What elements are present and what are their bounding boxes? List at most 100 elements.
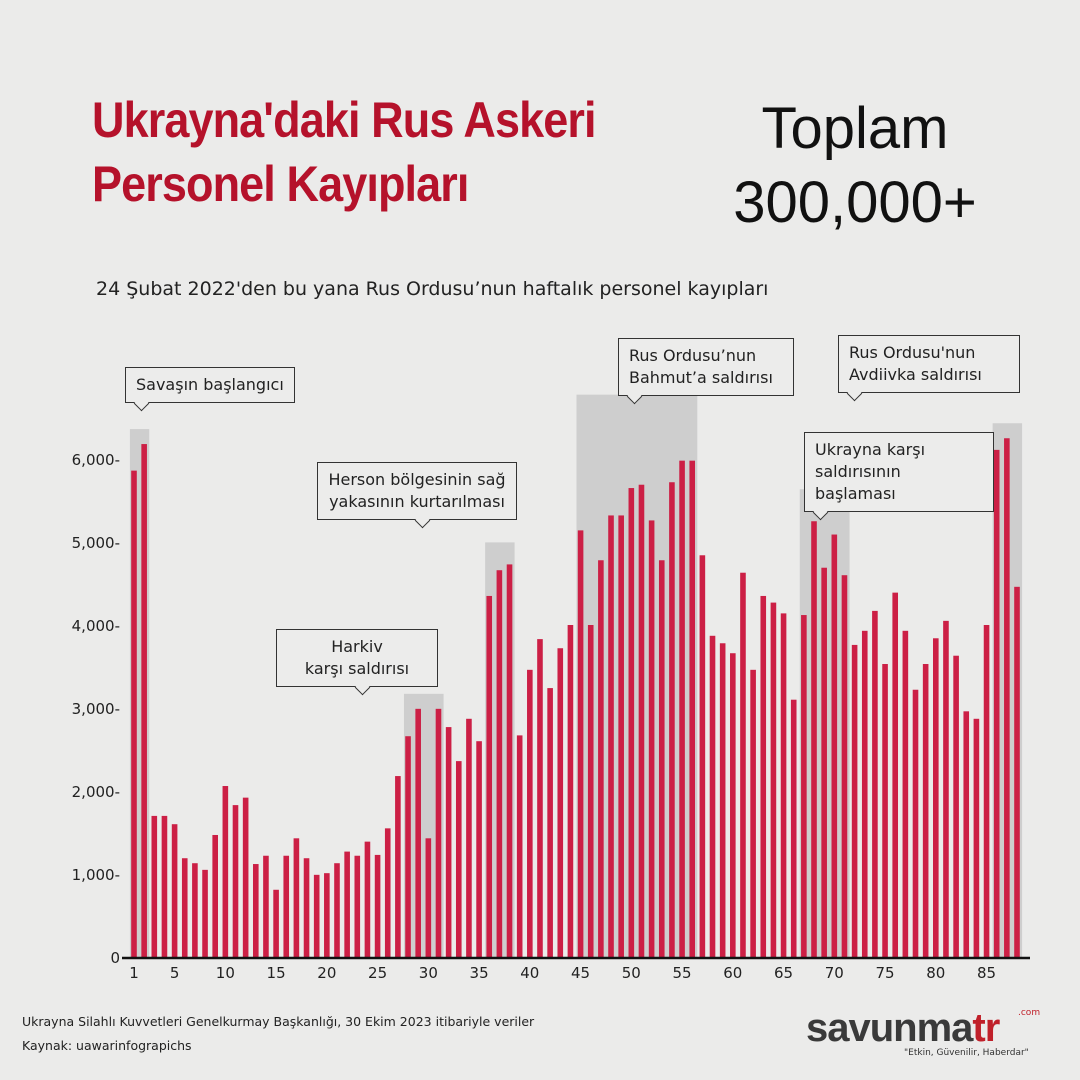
bar-week-38 [506, 564, 513, 957]
footer-source: Kaynak: uawarinfograpichs [22, 1038, 192, 1053]
logo-text: savunmatr [806, 1006, 1000, 1050]
annotation-text: Rus Ordusu'nun [849, 343, 976, 362]
bar-week-69 [821, 567, 827, 957]
y-tick-label: 3,000- [72, 700, 120, 718]
bar-week-39 [516, 735, 523, 957]
bar-week-11 [232, 805, 239, 957]
x-tick-label: 20 [317, 964, 336, 982]
annotation-text: saldırısının başlaması [815, 462, 901, 503]
bar-week-23 [354, 855, 361, 957]
bar-week-73 [861, 630, 868, 957]
bar-week-28 [405, 736, 411, 957]
bar-week-46 [587, 625, 594, 957]
annotation-kherson: Herson bölgesinin sağ yakasının kurtarıl… [317, 462, 517, 520]
bar-week-57 [699, 555, 706, 957]
bar-week-20 [324, 873, 330, 957]
bar-week-76 [892, 592, 899, 957]
bar-week-58 [709, 635, 716, 957]
x-tick-label: 60 [723, 964, 742, 982]
x-tick-label: 35 [470, 964, 489, 982]
x-tick-label: 65 [774, 964, 793, 982]
annotation-kharkiv: Harkiv karşı saldırısı [276, 629, 438, 687]
logo-tr: tr [972, 1006, 1000, 1050]
annotation-text: Savaşın başlangıcı [136, 375, 284, 394]
bar-week-19 [313, 874, 320, 957]
bar-week-44 [567, 625, 574, 957]
bar-week-29 [415, 708, 421, 957]
bar-week-75 [882, 664, 888, 957]
title-line-2: Personel Kayıpları [92, 156, 469, 212]
bar-week-30 [425, 838, 432, 957]
annotation-text: Avdiivka saldırısı [849, 365, 982, 384]
bar-week-34 [466, 718, 472, 957]
bar-week-26 [384, 828, 391, 957]
bar-week-40 [527, 669, 533, 957]
bar-week-79 [922, 664, 929, 957]
bar-week-83 [963, 711, 970, 957]
bar-week-51 [638, 484, 645, 957]
bar-week-56 [689, 460, 696, 957]
annotation-text: Bahmut’a saldırısı [629, 368, 773, 387]
bar-week-8 [202, 869, 208, 957]
y-tick-label: 0 [110, 949, 120, 967]
total-callout: Toplam 300,000+ [700, 92, 1010, 240]
bar-week-71 [841, 575, 848, 957]
bar-week-80 [933, 638, 939, 957]
y-tick-label: 4,000- [72, 617, 120, 635]
x-tick-label: 5 [170, 964, 180, 982]
bar-week-37 [496, 570, 503, 957]
bar-week-5 [171, 824, 178, 957]
bar-week-24 [364, 841, 371, 957]
bar-week-43 [557, 648, 564, 957]
bar-week-65 [780, 613, 787, 957]
bar-week-33 [455, 761, 462, 957]
x-tick-label: 50 [622, 964, 641, 982]
bar-week-9 [212, 834, 218, 957]
annotation-text: Ukrayna karşı [815, 440, 926, 459]
bar-week-35 [476, 741, 482, 957]
chart-subtitle: 24 Şubat 2022'den bu yana Rus Ordusu’nun… [96, 278, 769, 300]
bar-week-2 [141, 444, 147, 957]
bar-week-74 [872, 610, 878, 957]
bar-week-15 [273, 889, 279, 957]
bar-week-82 [953, 655, 959, 957]
bar-week-84 [973, 718, 980, 957]
x-tick-label: 15 [267, 964, 286, 982]
x-tick-label: 30 [419, 964, 438, 982]
x-tick-label: 10 [216, 964, 235, 982]
bar-week-32 [445, 727, 452, 957]
bar-week-66 [790, 699, 797, 957]
x-tick-label: 55 [673, 964, 692, 982]
bar-week-22 [344, 851, 350, 957]
annotation-text: Rus Ordusu’nun [629, 346, 757, 365]
bar-week-13 [252, 864, 259, 957]
annotation-text: yakasının kurtarılması [329, 492, 505, 511]
y-tick-label: 5,000- [72, 534, 120, 552]
bar-week-86 [993, 449, 1000, 957]
annotation-text: Harkiv [331, 637, 383, 656]
bar-week-3 [151, 815, 158, 957]
annotation-avdiivka: Rus Ordusu'nun Avdiivka saldırısı [838, 335, 1020, 393]
footer-note: Ukrayna Silahlı Kuvvetleri Genelkurmay B… [22, 1014, 535, 1029]
bar-week-67 [801, 615, 807, 957]
bar-week-53 [658, 560, 665, 957]
bar-week-59 [719, 643, 726, 957]
x-tick-label: 1 [129, 964, 139, 982]
x-tick-label: 80 [926, 964, 945, 982]
highlight-region [576, 394, 698, 957]
bar-week-60 [730, 653, 736, 957]
page-title: Ukrayna'daki Rus Askeri Personel Kayıpla… [92, 88, 596, 216]
bar-week-47 [598, 560, 604, 957]
bar-week-45 [577, 530, 584, 957]
bar-week-21 [334, 863, 340, 957]
logo-com: .com [1018, 1008, 1041, 1018]
bar-week-61 [740, 572, 746, 957]
bar-week-52 [648, 520, 655, 957]
bar-week-87 [1004, 438, 1010, 957]
annotation-text: Herson bölgesinin sağ [328, 470, 506, 489]
bar-week-63 [760, 595, 767, 957]
annotation-text: karşı saldırısı [304, 659, 410, 678]
bar-week-68 [811, 521, 817, 957]
bar-week-4 [161, 815, 168, 957]
